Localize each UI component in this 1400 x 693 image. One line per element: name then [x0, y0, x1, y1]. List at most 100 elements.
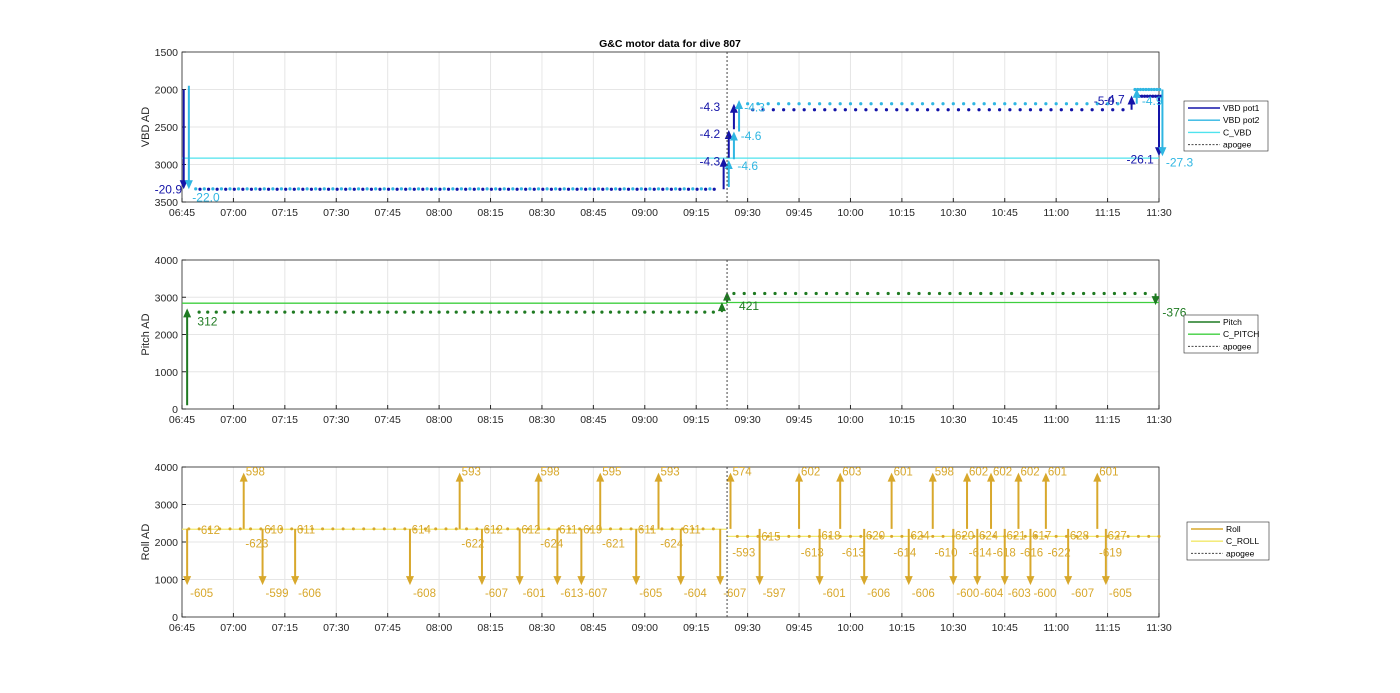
- vbd-pot2-point: [859, 102, 863, 106]
- y-tick-label: 1000: [155, 367, 179, 379]
- vbd-pot2-point: [1144, 87, 1148, 92]
- roll-down-arrow-head: [1101, 576, 1110, 586]
- pitch-point: [968, 291, 973, 296]
- vbd-pot2-point: [331, 187, 335, 191]
- vbd-pot2-point: [596, 187, 601, 191]
- roll-mid-label: 611: [297, 524, 315, 536]
- x-tick-label: 09:15: [683, 622, 709, 634]
- roll-mid-label: -622: [461, 539, 484, 551]
- x-tick-label: 07:00: [220, 414, 246, 426]
- roll-down-label: -607: [584, 588, 607, 600]
- roll-point: [228, 527, 232, 531]
- legend-label: VBD pot2: [1223, 115, 1260, 125]
- roll-up-arrow-head: [726, 472, 735, 482]
- vbd-pot1-point: [712, 187, 716, 191]
- roll-up-arrow-head: [534, 472, 543, 482]
- roll-point: [547, 527, 551, 531]
- roll-up-arrow-head: [887, 472, 896, 482]
- roll-point: [859, 534, 863, 538]
- roll-mid-label: -622: [1048, 548, 1071, 560]
- vbd-annotation: -4.3: [700, 155, 721, 169]
- roll-point: [238, 527, 242, 531]
- roll-down-label: -607: [1071, 588, 1094, 600]
- x-tick-label: 07:15: [272, 207, 298, 219]
- pitch-annotation: 421: [739, 299, 759, 313]
- y-tick-label: 3000: [155, 292, 179, 304]
- roll-point: [249, 527, 253, 531]
- x-tick-label: 07:15: [272, 622, 298, 634]
- vbd-pot1-point: [884, 108, 889, 112]
- vbd-pot1-point: [206, 187, 211, 191]
- pitch-point: [514, 310, 518, 314]
- roll-point: [972, 534, 976, 538]
- y-tick-label: 3500: [155, 197, 179, 209]
- pitch-point: [1123, 291, 1127, 296]
- pitch-point: [231, 310, 236, 314]
- vbd-pot1-point: [956, 108, 961, 112]
- vbd-pot1-point: [609, 187, 613, 191]
- roll-point: [1034, 534, 1038, 538]
- pitch-point: [266, 310, 270, 314]
- roll-point: [1126, 534, 1130, 538]
- roll-mid-label: 615: [761, 531, 780, 543]
- vbd-pot2-point: [554, 187, 558, 191]
- roll-down-label: -597: [763, 588, 786, 600]
- roll-mid-label: -614: [969, 548, 993, 560]
- pitch-point: [1051, 291, 1055, 296]
- vbd-pot1-point: [421, 187, 425, 191]
- x-tick-label: 08:45: [580, 622, 606, 634]
- vbd-pot2-point: [468, 187, 472, 191]
- vbd-pot1-point: [895, 108, 899, 112]
- x-tick-label: 09:30: [734, 414, 760, 426]
- roll-up-label: 595: [602, 467, 621, 479]
- vbd-pot2-point: [1147, 87, 1151, 92]
- vbd-pot1-point: [438, 187, 442, 191]
- vbd-pot1-point: [249, 187, 254, 191]
- x-tick-label: 07:45: [375, 622, 401, 634]
- vbd-pot2-point: [476, 187, 481, 191]
- roll-down-label: -601: [523, 588, 546, 600]
- vbd-pot2-point: [194, 187, 198, 191]
- roll-down-arrow-head: [755, 576, 764, 586]
- vbd-pot1-point: [761, 108, 765, 112]
- vbd-pot2-point: [818, 102, 822, 106]
- vbd-pot1-point: [309, 187, 314, 191]
- vbd-pot1-point: [618, 187, 622, 191]
- roll-mid-label: -618: [993, 548, 1016, 560]
- roll-down-label: -608: [413, 588, 436, 600]
- roll-point: [506, 527, 510, 531]
- roll-point: [475, 527, 479, 531]
- vbd-pot1-point: [669, 187, 673, 191]
- pitch-point: [855, 291, 859, 296]
- pitch-point: [824, 291, 829, 296]
- pitch-point: [794, 291, 798, 296]
- x-tick-label: 09:30: [734, 622, 760, 634]
- legend-label: apogee: [1223, 140, 1252, 150]
- vbd-annotation: -4.3: [744, 101, 765, 115]
- roll-down-arrow-head: [860, 576, 869, 586]
- roll-point: [797, 534, 801, 538]
- pitch-point: [608, 310, 613, 314]
- legend-label: VBD pot1: [1223, 103, 1260, 113]
- pitch-point: [360, 310, 364, 314]
- vbd-pot1-point: [1080, 108, 1084, 112]
- roll-point: [362, 527, 366, 531]
- vbd-pot2-point: [746, 102, 750, 106]
- vbd-pot1-point: [678, 187, 682, 191]
- pitch-point: [917, 291, 921, 296]
- x-tick-label: 09:45: [786, 414, 812, 426]
- roll-down-label: -606: [912, 588, 935, 600]
- roll-mid-label: -593: [732, 548, 755, 560]
- pitch-point: [454, 310, 458, 314]
- pitch-point: [1092, 291, 1096, 296]
- roll-point: [660, 527, 664, 531]
- x-tick-label: 09:15: [683, 207, 709, 219]
- roll-point: [807, 534, 811, 538]
- roll-up-label: 601: [1048, 467, 1067, 479]
- y-tick-label: 3000: [155, 500, 179, 512]
- x-tick-label: 08:15: [477, 207, 503, 219]
- vbd-pot2-point: [459, 187, 463, 191]
- pitch-point: [574, 310, 578, 314]
- vbd-pot1-point: [575, 187, 579, 191]
